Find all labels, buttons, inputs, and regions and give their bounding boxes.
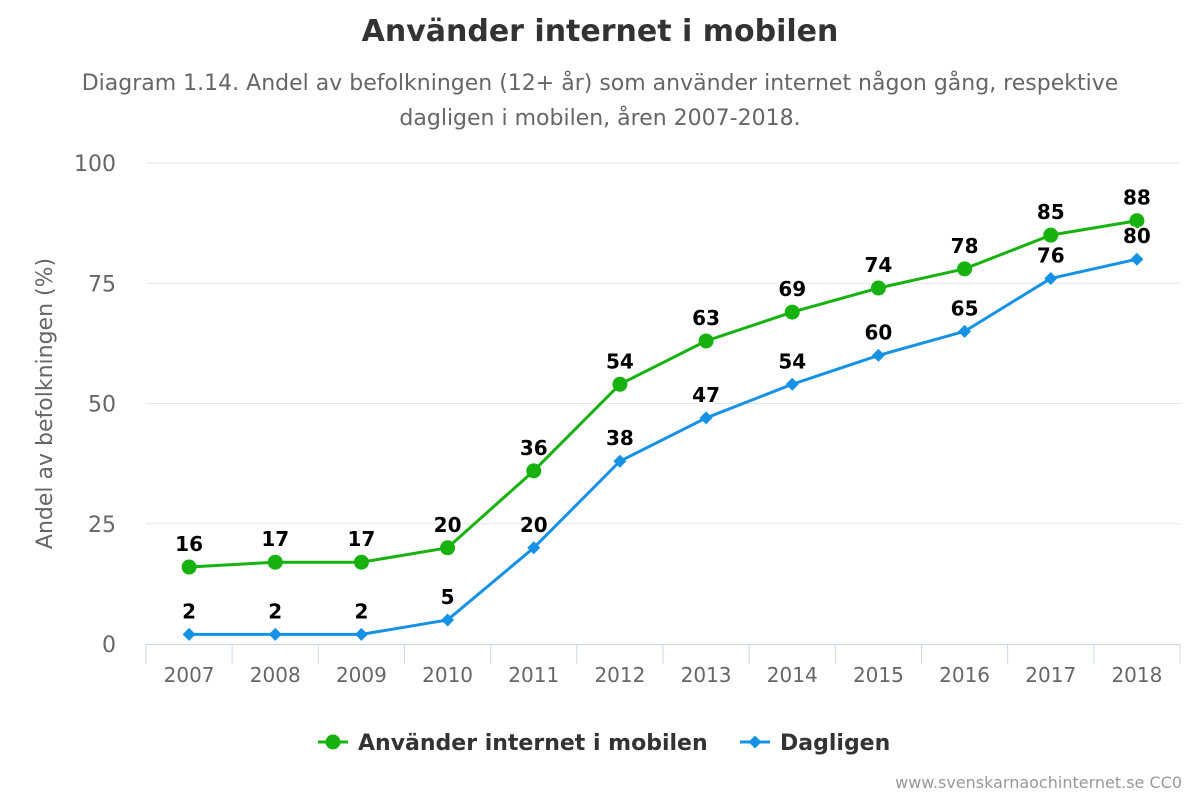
series-line-1 bbox=[187, 219, 1139, 569]
data-label: 88 bbox=[1123, 186, 1151, 210]
data-label: 2 bbox=[354, 599, 368, 623]
data-point-marker bbox=[612, 376, 628, 392]
x-tick-label: 2013 bbox=[681, 663, 732, 687]
y-tick-label: 75 bbox=[88, 272, 116, 297]
data-point-marker bbox=[527, 541, 541, 555]
data-point-marker bbox=[181, 559, 197, 575]
data-point-marker bbox=[958, 324, 972, 338]
x-tick-label: 2012 bbox=[594, 663, 645, 687]
y-tick-label: 0 bbox=[102, 633, 116, 658]
x-tick-label: 2018 bbox=[1111, 663, 1162, 687]
data-point-marker bbox=[441, 613, 455, 627]
data-label: 54 bbox=[606, 349, 634, 373]
data-point-marker bbox=[870, 280, 886, 296]
data-point-marker bbox=[1130, 252, 1144, 266]
y-axis-title: Andel av befolkningen (%) bbox=[33, 258, 58, 549]
data-label: 5 bbox=[441, 585, 455, 609]
y-tick-label: 25 bbox=[88, 513, 116, 538]
data-point-marker bbox=[785, 377, 799, 391]
chart-title: Använder internet i mobilen bbox=[361, 14, 839, 49]
data-label: 76 bbox=[1037, 243, 1065, 267]
data-label: 20 bbox=[434, 513, 462, 537]
data-label: 63 bbox=[692, 306, 720, 330]
data-label: 2 bbox=[182, 599, 196, 623]
x-tick-label: 2007 bbox=[164, 663, 215, 687]
x-tick-label: 2017 bbox=[1025, 663, 1076, 687]
data-label: 47 bbox=[692, 383, 720, 407]
data-label: 65 bbox=[951, 296, 979, 320]
data-point-marker bbox=[353, 554, 369, 570]
series-line-2 bbox=[187, 257, 1139, 636]
data-point-marker bbox=[698, 333, 714, 349]
x-tick-label: 2014 bbox=[767, 663, 818, 687]
x-tick-label: 2008 bbox=[250, 663, 301, 687]
data-point-marker bbox=[784, 304, 800, 320]
data-point-marker bbox=[699, 411, 713, 425]
x-tick-label: 2011 bbox=[508, 663, 559, 687]
data-label: 69 bbox=[778, 277, 806, 301]
data-label: 20 bbox=[520, 513, 548, 537]
data-point-marker bbox=[440, 540, 456, 556]
data-point-marker bbox=[354, 627, 368, 641]
data-label: 80 bbox=[1123, 224, 1151, 248]
data-point-marker bbox=[957, 261, 973, 277]
data-label: 74 bbox=[864, 253, 892, 277]
data-point-marker bbox=[613, 454, 627, 468]
legend-marker bbox=[325, 734, 341, 750]
x-tick-label: 2010 bbox=[422, 663, 473, 687]
chart-subtitle: Diagram 1.14. Andel av befolkningen (12+… bbox=[81, 71, 1119, 131]
data-label: 60 bbox=[864, 320, 892, 344]
data-label: 85 bbox=[1037, 200, 1065, 224]
data-label: 17 bbox=[261, 527, 289, 551]
data-point-marker bbox=[526, 463, 542, 479]
data-point-marker bbox=[267, 554, 283, 570]
y-tick-label: 50 bbox=[88, 393, 116, 418]
data-point-marker bbox=[1043, 227, 1059, 243]
x-tick-label: 2015 bbox=[853, 663, 904, 687]
data-label: 36 bbox=[520, 436, 548, 460]
credit-text: www.svenskarnaochinternet.se CC0 bbox=[895, 773, 1182, 792]
legend-item-label: Använder internet i mobilen bbox=[358, 731, 708, 756]
data-label: 78 bbox=[951, 234, 979, 258]
x-tick-label: 2009 bbox=[336, 663, 387, 687]
data-point-marker bbox=[268, 627, 282, 641]
legend-marker bbox=[748, 735, 762, 749]
data-label: 16 bbox=[175, 532, 203, 556]
data-label: 2 bbox=[268, 599, 282, 623]
data-point-marker bbox=[1044, 271, 1058, 285]
data-point-marker bbox=[182, 627, 196, 641]
data-point-marker bbox=[871, 348, 885, 362]
data-point-marker bbox=[1129, 213, 1145, 229]
legend-item-label: Dagligen bbox=[780, 731, 890, 756]
data-label: 54 bbox=[778, 349, 806, 373]
y-tick-label: 100 bbox=[74, 152, 116, 177]
data-label: 17 bbox=[347, 527, 375, 551]
x-tick-label: 2016 bbox=[939, 663, 990, 687]
data-label: 38 bbox=[606, 426, 634, 450]
